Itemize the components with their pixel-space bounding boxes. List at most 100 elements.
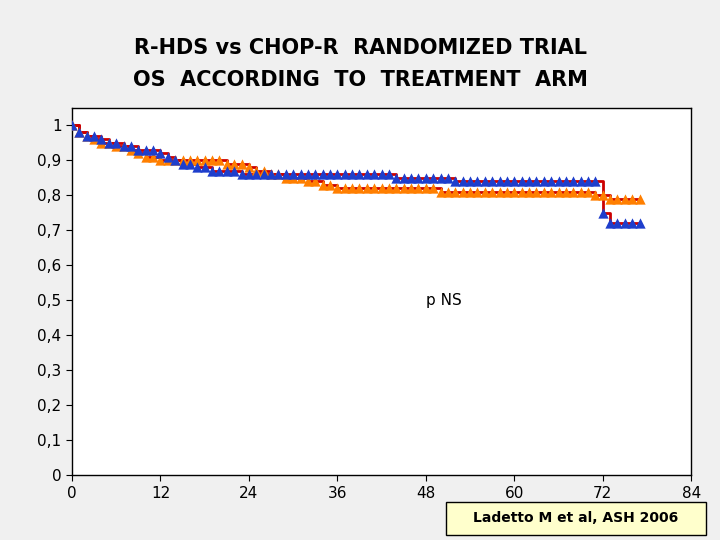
- Point: [435, 187, 446, 196]
- Point: [228, 160, 240, 168]
- Point: [192, 163, 203, 172]
- Point: [125, 142, 137, 151]
- Point: [428, 184, 439, 193]
- Point: [339, 170, 351, 179]
- Point: [545, 177, 557, 186]
- Point: [405, 184, 417, 193]
- Point: [590, 191, 601, 200]
- Point: [597, 191, 608, 200]
- Point: [148, 146, 159, 154]
- Point: [457, 177, 469, 186]
- Point: [96, 135, 107, 144]
- Point: [66, 121, 78, 130]
- Point: [235, 170, 247, 179]
- Point: [207, 167, 218, 176]
- FancyBboxPatch shape: [446, 502, 706, 535]
- Point: [346, 170, 358, 179]
- Point: [390, 184, 402, 193]
- Point: [575, 177, 586, 186]
- Point: [258, 167, 269, 176]
- Point: [575, 187, 586, 196]
- Point: [251, 167, 262, 176]
- Point: [310, 170, 321, 179]
- Point: [531, 187, 542, 196]
- Point: [626, 219, 638, 228]
- Point: [376, 170, 387, 179]
- Point: [110, 142, 122, 151]
- Point: [66, 121, 78, 130]
- Point: [508, 187, 520, 196]
- Point: [516, 187, 528, 196]
- Point: [361, 170, 373, 179]
- Point: [582, 187, 594, 196]
- Point: [155, 156, 166, 165]
- Point: [192, 156, 203, 165]
- Point: [523, 177, 535, 186]
- Point: [184, 160, 196, 168]
- Point: [89, 132, 100, 140]
- Point: [339, 184, 351, 193]
- Point: [361, 184, 373, 193]
- Point: [243, 170, 255, 179]
- Point: [118, 142, 130, 151]
- Point: [73, 128, 85, 137]
- Point: [634, 194, 645, 203]
- Point: [464, 177, 476, 186]
- Text: p NS: p NS: [426, 293, 462, 308]
- Point: [162, 156, 174, 165]
- Point: [472, 187, 483, 196]
- Point: [73, 128, 85, 137]
- Point: [346, 184, 358, 193]
- Point: [354, 170, 365, 179]
- Point: [199, 156, 210, 165]
- Point: [428, 174, 439, 183]
- Point: [487, 177, 498, 186]
- Point: [494, 187, 505, 196]
- Point: [442, 174, 454, 183]
- Point: [332, 184, 343, 193]
- Point: [184, 156, 196, 165]
- Point: [383, 184, 395, 193]
- Point: [103, 139, 114, 147]
- Point: [457, 187, 469, 196]
- Point: [81, 132, 92, 140]
- Point: [199, 163, 210, 172]
- Point: [390, 174, 402, 183]
- Point: [567, 187, 579, 196]
- Text: R-HDS vs CHOP-R  RANDOMIZED TRIAL: R-HDS vs CHOP-R RANDOMIZED TRIAL: [133, 38, 587, 58]
- Point: [294, 174, 306, 183]
- Point: [214, 167, 225, 176]
- Point: [560, 177, 572, 186]
- Point: [317, 170, 328, 179]
- Point: [619, 194, 631, 203]
- Point: [612, 219, 624, 228]
- Point: [251, 170, 262, 179]
- Point: [103, 139, 114, 147]
- Point: [235, 160, 247, 168]
- Point: [89, 135, 100, 144]
- Point: [487, 187, 498, 196]
- Point: [302, 170, 314, 179]
- Point: [405, 174, 417, 183]
- Point: [132, 146, 144, 154]
- Point: [354, 184, 365, 193]
- Point: [472, 177, 483, 186]
- Point: [81, 132, 92, 140]
- Point: [383, 170, 395, 179]
- Point: [169, 156, 181, 165]
- Point: [265, 170, 276, 179]
- Point: [140, 146, 151, 154]
- Point: [125, 146, 137, 154]
- Point: [273, 170, 284, 179]
- Point: [317, 180, 328, 189]
- Point: [567, 177, 579, 186]
- Point: [516, 177, 528, 186]
- Point: [221, 160, 233, 168]
- Point: [626, 194, 638, 203]
- Point: [243, 163, 255, 172]
- Point: [273, 170, 284, 179]
- Point: [118, 142, 130, 151]
- Point: [221, 167, 233, 176]
- Point: [420, 184, 431, 193]
- Point: [604, 194, 616, 203]
